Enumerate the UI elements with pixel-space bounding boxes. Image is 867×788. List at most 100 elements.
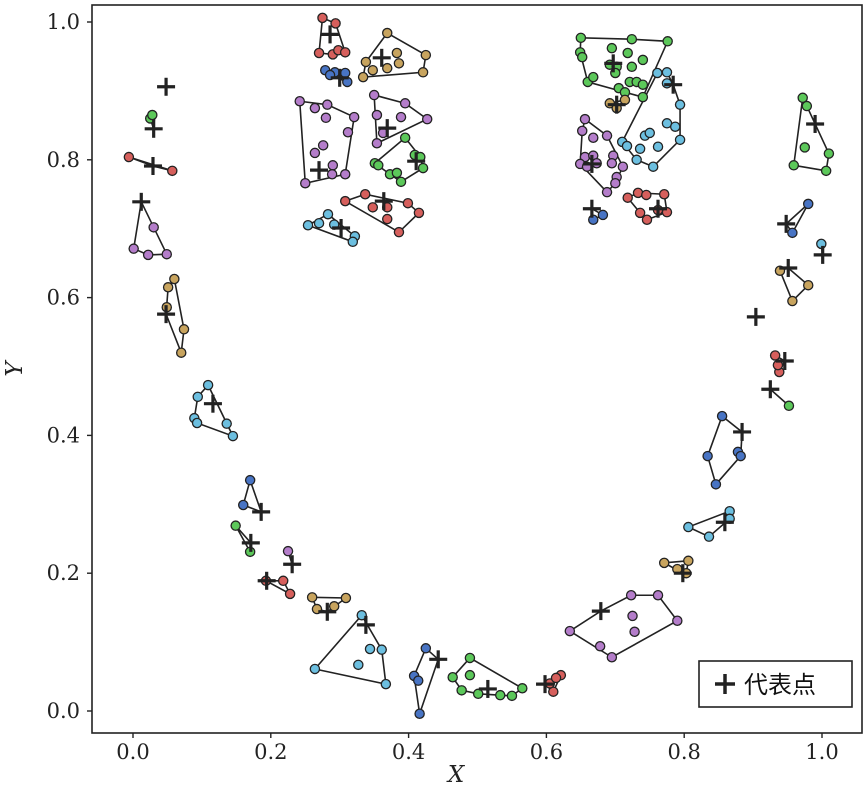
cluster-points (123, 12, 835, 720)
data-point (641, 189, 652, 201)
data-point (237, 499, 249, 511)
representative-point-marker (283, 555, 302, 574)
data-point (823, 148, 835, 159)
x-tick-label: 0.4 (392, 740, 425, 764)
representative-point-marker (132, 192, 151, 211)
data-point (617, 161, 629, 172)
data-point (128, 243, 139, 254)
data-point (393, 226, 405, 238)
data-point (494, 689, 506, 701)
data-point (661, 67, 673, 78)
data-point (417, 162, 429, 174)
cluster-hull (568, 594, 679, 659)
representative-point-marker (157, 305, 176, 324)
data-point (327, 160, 339, 171)
data-point (322, 208, 334, 220)
data-point (644, 127, 656, 139)
cluster-hull (785, 203, 809, 235)
data-point (672, 615, 683, 626)
data-point (802, 198, 814, 210)
representative-point-marker (241, 533, 260, 552)
data-point (601, 130, 613, 141)
data-point (626, 33, 638, 45)
data-point (662, 36, 673, 47)
y-tick-label: 1.0 (47, 10, 80, 34)
data-point (622, 192, 633, 203)
data-point (381, 213, 393, 225)
data-point (820, 165, 832, 177)
y-tick-label: 0.0 (47, 699, 80, 723)
data-point (230, 520, 241, 531)
data-point (421, 113, 433, 125)
cluster-hull (128, 156, 173, 172)
data-point (244, 474, 256, 486)
data-point (395, 111, 407, 123)
data-point (322, 99, 333, 110)
data-point (420, 643, 432, 654)
data-point (658, 557, 670, 569)
data-point (588, 132, 599, 144)
data-point (339, 195, 351, 207)
representative-points (132, 25, 832, 698)
representative-point-marker (813, 245, 832, 264)
x-tick-label: 0.8 (667, 740, 700, 764)
representative-point-marker (607, 95, 626, 114)
data-point (647, 161, 659, 172)
data-point (622, 47, 633, 59)
legend-label: 代表点 (744, 671, 816, 699)
data-point (683, 521, 694, 533)
legend: 代表点 (698, 660, 853, 708)
data-point (178, 324, 190, 335)
data-point (309, 102, 321, 114)
representative-point-marker (321, 25, 340, 44)
data-point (299, 177, 311, 189)
x-tick-label: 0.6 (530, 740, 563, 764)
data-point (564, 625, 576, 637)
data-point (320, 112, 332, 124)
data-point (621, 140, 633, 152)
data-point (381, 27, 393, 39)
data-point (371, 138, 383, 149)
data-point (282, 545, 294, 557)
data-point (634, 207, 646, 219)
representative-point-marker (715, 513, 734, 532)
data-point (625, 589, 637, 601)
data-point (294, 95, 305, 107)
data-point (637, 91, 649, 103)
data-point (313, 47, 325, 59)
data-point (802, 279, 814, 291)
data-point (330, 18, 341, 29)
data-point (788, 160, 800, 171)
data-point (420, 49, 432, 61)
data-point (391, 47, 403, 59)
representative-point-marker (582, 199, 601, 218)
data-point (735, 450, 746, 462)
data-point (277, 575, 289, 587)
data-point (353, 659, 364, 671)
representative-point-marker (806, 114, 825, 133)
data-point (417, 67, 429, 78)
representative-point-marker (761, 380, 780, 399)
data-point (575, 32, 587, 44)
data-point (456, 685, 467, 696)
representative-point-marker (604, 54, 623, 73)
y-tick-label: 0.6 (47, 286, 80, 310)
data-point (391, 167, 403, 179)
data-point (627, 610, 638, 622)
data-point (414, 708, 425, 720)
x-tick-label: 1.0 (805, 740, 838, 764)
data-point (227, 430, 239, 442)
representative-point-marker (374, 192, 393, 211)
data-point (601, 186, 613, 198)
data-point (399, 132, 411, 144)
representative-point-marker (157, 77, 176, 96)
representative-point-marker (777, 214, 796, 233)
data-point (376, 644, 387, 655)
data-point (313, 217, 325, 229)
representative-point-marker (257, 571, 276, 590)
data-point (517, 683, 528, 694)
data-point (202, 379, 214, 391)
data-point (142, 249, 154, 261)
data-point (317, 140, 329, 151)
representative-point-marker (203, 394, 222, 413)
